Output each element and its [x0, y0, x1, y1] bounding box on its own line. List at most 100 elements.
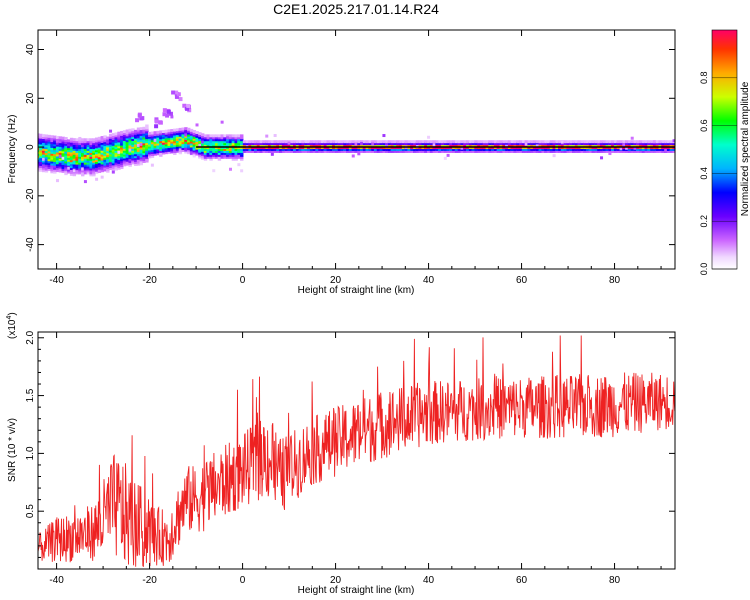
heatmap-cell — [92, 144, 96, 148]
heatmap-cell — [111, 166, 116, 170]
heatmap-cell — [142, 138, 146, 142]
heatmap-cell — [50, 137, 54, 141]
heatmap-cell — [120, 130, 124, 134]
heatmap-cell — [55, 169, 60, 173]
heatmap-cell — [106, 148, 110, 152]
heatmap-cell — [605, 142, 609, 146]
heatmap-cell — [270, 140, 275, 144]
heatmap-cell — [83, 169, 88, 173]
heatmap-cell — [142, 132, 146, 136]
heatmap-cell — [120, 140, 124, 144]
heatmap-cell — [50, 148, 54, 152]
heatmap-cell — [231, 151, 236, 155]
heatmap-cell — [100, 147, 104, 151]
heatmap-cell — [92, 153, 96, 157]
heatmap-cell — [429, 144, 434, 148]
heatmap-cell — [39, 147, 43, 151]
heatmap-cell — [58, 165, 63, 169]
heatmap-cell — [86, 142, 91, 146]
heatmap-cell — [466, 148, 470, 151]
heatmap-cell — [633, 149, 637, 153]
heatmap-cell — [83, 165, 88, 169]
heatmap-cell — [181, 137, 185, 141]
heatmap-cell — [61, 142, 65, 146]
heatmap-cell — [636, 140, 640, 144]
heatmap-cell — [64, 168, 68, 172]
heatmap-cell — [630, 140, 635, 144]
heatmap-cell — [410, 149, 414, 153]
heatmap-cell — [159, 144, 163, 148]
heatmap-cell — [120, 164, 124, 168]
heatmap-cell — [145, 124, 149, 128]
heatmap-cell — [189, 148, 194, 152]
heatmap-cell — [92, 167, 96, 171]
heatmap-cell — [273, 144, 277, 148]
heatmap-cell — [454, 144, 459, 148]
heatmap-cell — [120, 154, 124, 158]
heatmap-cell — [125, 133, 130, 137]
heatmap-cell — [424, 149, 428, 153]
heatmap-cell — [134, 133, 138, 137]
heatmap-cell — [231, 144, 236, 148]
heatmap-cell — [234, 155, 238, 159]
heatmap-cell — [64, 162, 68, 166]
heatmap-cell — [527, 144, 531, 148]
heatmap-cell — [106, 163, 110, 167]
heatmap-cell — [644, 144, 648, 148]
x-tick-label: 60 — [516, 275, 528, 286]
heatmap-cell — [672, 148, 675, 151]
heatmap-cell — [64, 148, 68, 152]
heatmap-cell — [58, 151, 63, 155]
heatmap-cell — [524, 149, 529, 153]
heatmap-cell — [237, 148, 241, 151]
x-tick-label: -20 — [142, 275, 157, 286]
heatmap-cell — [103, 160, 107, 164]
heatmap-cell — [410, 144, 414, 148]
heatmap-cell — [153, 144, 157, 148]
heatmap-cell — [83, 138, 88, 142]
heatmap-cell — [214, 134, 219, 138]
heatmap-cell — [214, 149, 219, 153]
heatmap-cell — [41, 155, 46, 159]
heatmap-cell — [424, 142, 428, 146]
heatmap-cell — [203, 138, 208, 142]
heatmap-cell — [201, 140, 205, 144]
heatmap-cell — [329, 140, 333, 144]
heatmap-cell — [664, 142, 668, 146]
heatmap-cell — [443, 148, 448, 151]
heatmap-cell — [371, 149, 375, 153]
heatmap-cell — [312, 144, 316, 148]
heatmap-cell — [276, 142, 280, 146]
heatmap-cell — [47, 136, 51, 140]
heatmap-cell — [134, 135, 138, 139]
heatmap-cell — [399, 149, 403, 153]
heatmap-cell — [147, 153, 152, 157]
heatmap-cell — [159, 146, 163, 150]
heatmap-cell — [541, 142, 545, 146]
heatmap-cell — [538, 144, 542, 148]
y-tick-label: 40 — [25, 44, 36, 56]
heatmap-cell — [279, 140, 283, 144]
heatmap-cell — [142, 158, 146, 161]
heatmap-cell — [507, 148, 512, 151]
heatmap-cell — [281, 142, 286, 146]
heatmap-cell — [326, 140, 330, 144]
heatmap-cell — [594, 140, 598, 144]
heatmap-cell — [81, 161, 85, 165]
heatmap-cell — [92, 149, 96, 153]
heatmap-cell — [175, 139, 180, 143]
heatmap-cell — [574, 148, 579, 151]
heatmap-cell — [552, 154, 556, 158]
heatmap-cell — [326, 148, 330, 151]
heatmap-cell — [270, 148, 275, 151]
heatmap-cell — [237, 136, 241, 140]
heatmap-cell — [42, 157, 46, 161]
heatmap-cell — [307, 142, 311, 146]
heatmap-cell — [217, 136, 222, 140]
heatmap-cell — [192, 151, 197, 155]
heatmap-cell — [418, 142, 422, 146]
x-tick-label: 20 — [330, 275, 342, 286]
heatmap-cell — [566, 148, 570, 151]
heatmap-cell — [97, 142, 102, 146]
heatmap-cell — [594, 142, 598, 146]
